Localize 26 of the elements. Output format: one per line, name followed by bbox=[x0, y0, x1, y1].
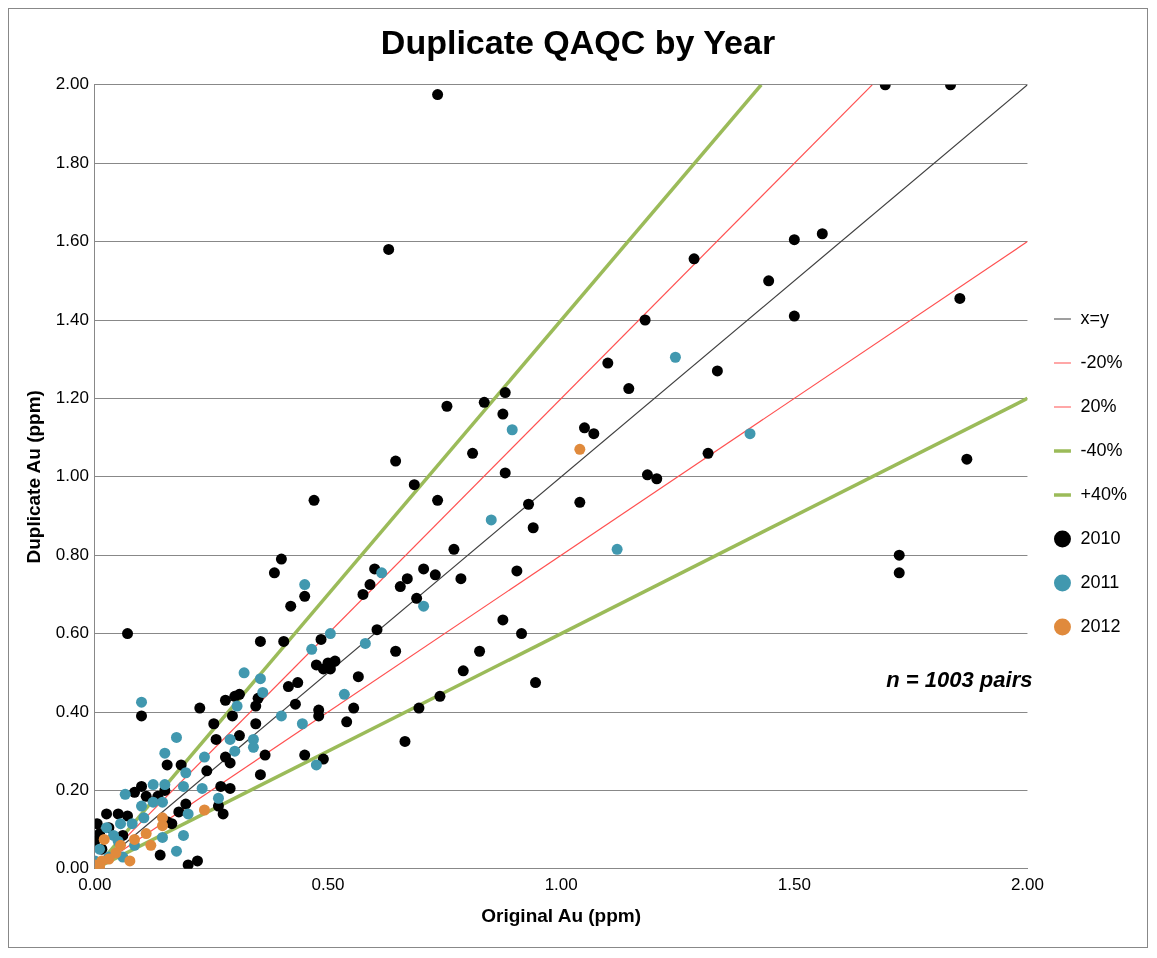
chart-title: Duplicate QAQC by Year bbox=[380, 22, 776, 61]
legend-label: 2012 bbox=[1080, 615, 1121, 636]
y-tick-label: 0.20 bbox=[55, 780, 89, 800]
y-tick-label: 0.60 bbox=[55, 623, 89, 643]
y-tick-label: 0.40 bbox=[55, 701, 89, 721]
legend-label: 2010 bbox=[1080, 527, 1121, 548]
legend-label: -20% bbox=[1080, 351, 1123, 372]
legend-label: -40% bbox=[1080, 439, 1123, 460]
y-tick-label: 2.00 bbox=[55, 74, 89, 94]
legend-label: x=y bbox=[1080, 307, 1109, 328]
x-tick-label: 1.50 bbox=[777, 874, 811, 894]
y-tick-label: 1.20 bbox=[55, 388, 89, 408]
y-tick-label: 1.60 bbox=[55, 231, 89, 251]
legend-label: +40% bbox=[1080, 483, 1128, 504]
x-tick-label: 0.50 bbox=[311, 874, 345, 894]
legend-label: 2011 bbox=[1080, 571, 1120, 592]
legend-label: 20% bbox=[1080, 395, 1117, 416]
x-tick-label: 1.00 bbox=[544, 874, 578, 894]
x-tick-label: 2.00 bbox=[1010, 874, 1045, 894]
annotation: n = 1003 pairs bbox=[886, 666, 1033, 692]
y-axis-title: Duplicate Au (ppm) bbox=[22, 390, 44, 564]
y-tick-label: 1.80 bbox=[55, 152, 89, 172]
y-tick-label: 1.40 bbox=[55, 309, 89, 329]
y-tick-label: 0.80 bbox=[55, 544, 89, 564]
x-axis-title: Original Au (ppm) bbox=[481, 904, 642, 926]
y-tick-label: 1.00 bbox=[55, 466, 89, 486]
